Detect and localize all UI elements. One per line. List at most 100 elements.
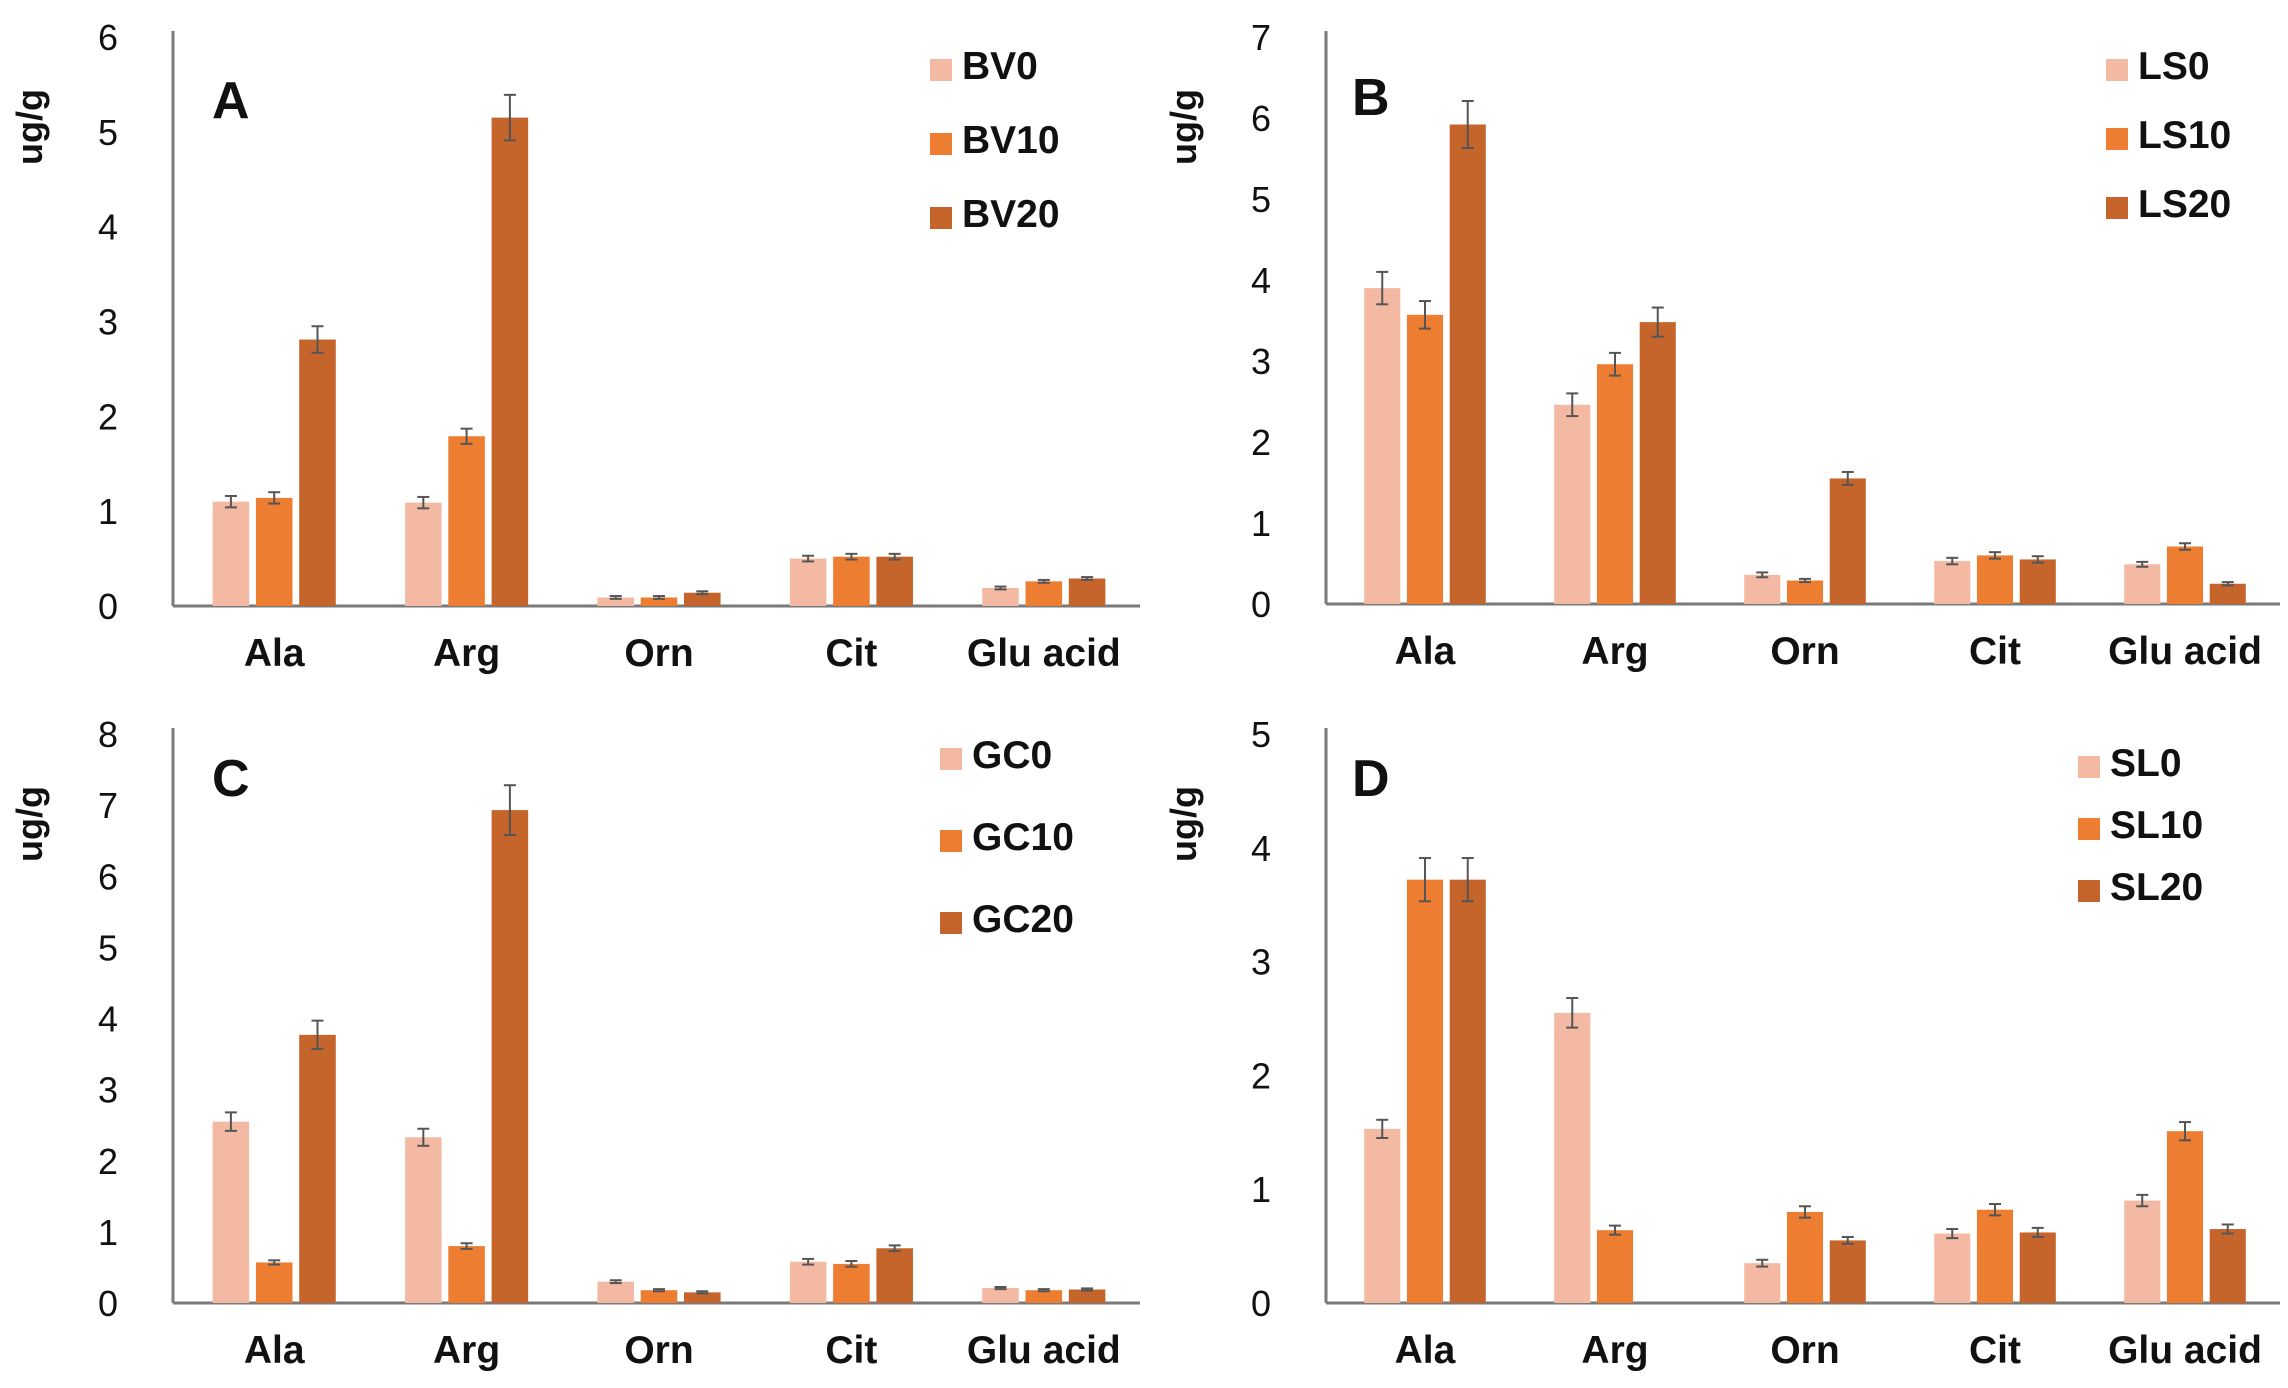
y-tick-label: 0 bbox=[98, 586, 118, 627]
bar bbox=[1068, 1289, 1106, 1303]
bar bbox=[1596, 1230, 1634, 1303]
bar bbox=[1934, 561, 1971, 604]
bar bbox=[1744, 1263, 1781, 1303]
legend-label: SL0 bbox=[2110, 742, 2182, 785]
y-tick-label: 7 bbox=[1251, 17, 1271, 58]
bar bbox=[684, 592, 721, 606]
y-tick-label: 1 bbox=[98, 1212, 118, 1253]
category-label: Ala bbox=[1395, 630, 1456, 673]
y-tick-label: 4 bbox=[1251, 260, 1271, 301]
y-axis-label: ug/g bbox=[1163, 89, 1204, 165]
bar bbox=[2124, 564, 2161, 604]
bar bbox=[2166, 546, 2204, 604]
bar bbox=[491, 810, 529, 1303]
bar bbox=[212, 501, 250, 606]
y-tick-label: 6 bbox=[98, 856, 118, 897]
bar bbox=[1639, 322, 1676, 604]
bar bbox=[1449, 879, 1486, 1303]
bar bbox=[684, 1292, 721, 1303]
legend-label: GC10 bbox=[972, 816, 1074, 859]
y-tick-label: 5 bbox=[98, 927, 118, 968]
y-tick-label: 0 bbox=[1251, 584, 1271, 625]
y-tick-label: 2 bbox=[98, 396, 118, 437]
category-label: Cit bbox=[825, 632, 877, 675]
legend-swatch bbox=[2106, 197, 2128, 219]
legend-swatch bbox=[940, 912, 962, 934]
bar bbox=[1406, 879, 1444, 1303]
category-label: Arg bbox=[433, 1329, 500, 1372]
bar bbox=[597, 1281, 634, 1303]
panel-b: 0 1 2 3 4 5 6 7 ug/g B Ala Arg Orn Cit Glu acid LS0 LS10… bbox=[1163, 17, 2280, 673]
category-label: Cit bbox=[1969, 630, 2021, 673]
y-tick-label: 2 bbox=[1251, 422, 1271, 463]
panel-letter: A bbox=[212, 72, 250, 130]
legend-swatch bbox=[2078, 818, 2100, 840]
category-label: Cit bbox=[1969, 1329, 2021, 1372]
y-tick-label: 0 bbox=[1251, 1283, 1271, 1324]
bar bbox=[1554, 1012, 1591, 1303]
legend-swatch bbox=[940, 830, 962, 852]
y-tick-label: 2 bbox=[1251, 1055, 1271, 1096]
bar bbox=[212, 1121, 250, 1303]
bar bbox=[876, 556, 913, 606]
bar bbox=[405, 1137, 442, 1303]
legend-label: LS0 bbox=[2138, 45, 2210, 88]
y-tick-label: 4 bbox=[98, 999, 118, 1040]
category-label: Orn bbox=[624, 632, 693, 675]
bar bbox=[1829, 478, 1866, 604]
y-axis-label: ug/g bbox=[9, 89, 50, 165]
legend-label: SL20 bbox=[2110, 866, 2203, 909]
panel-letter: D bbox=[1352, 750, 1390, 808]
y-tick-label: 5 bbox=[1251, 179, 1271, 220]
panel-c: 0 1 2 3 4 5 6 7 8 ug/g C Ala Arg Orn Cit Glu acid GC0 GC1… bbox=[9, 714, 1140, 1372]
bar bbox=[1829, 1240, 1866, 1303]
category-label: Arg bbox=[1581, 630, 1648, 673]
bar bbox=[255, 1262, 293, 1303]
bar bbox=[1596, 364, 1634, 604]
y-tick-label: 7 bbox=[98, 785, 118, 826]
bar bbox=[1364, 288, 1401, 604]
legend-label: LS10 bbox=[2138, 114, 2231, 157]
bar bbox=[2019, 1232, 2056, 1303]
legend-swatch bbox=[2078, 880, 2100, 902]
bar bbox=[1976, 1209, 2014, 1303]
category-label: Arg bbox=[1581, 1329, 1648, 1372]
y-tick-label: 1 bbox=[1251, 503, 1271, 544]
bar bbox=[1449, 124, 1486, 604]
legend-label: GC20 bbox=[972, 898, 1074, 941]
category-label: Glu acid bbox=[967, 1329, 1121, 1372]
legend-label: BV0 bbox=[962, 45, 1038, 88]
legend-swatch bbox=[930, 207, 952, 229]
legend-label: SL10 bbox=[2110, 804, 2203, 847]
legend-swatch bbox=[2106, 128, 2128, 150]
bar bbox=[1025, 581, 1063, 606]
category-label: Glu acid bbox=[2108, 630, 2262, 673]
category-label: Orn bbox=[1770, 1329, 1839, 1372]
bar bbox=[1786, 1211, 1824, 1303]
bar bbox=[1554, 404, 1591, 604]
y-tick-label: 1 bbox=[98, 491, 118, 532]
category-label: Orn bbox=[624, 1329, 693, 1372]
panel-letter: C bbox=[212, 750, 250, 808]
bar bbox=[789, 1261, 827, 1303]
legend-label: BV10 bbox=[962, 119, 1060, 162]
category-label: Ala bbox=[1395, 1329, 1456, 1372]
bar bbox=[2209, 583, 2246, 604]
y-tick-label: 6 bbox=[1251, 98, 1271, 139]
category-label: Ala bbox=[244, 632, 305, 675]
y-tick-label: 3 bbox=[98, 302, 118, 343]
bar bbox=[491, 117, 529, 606]
bar bbox=[833, 1263, 870, 1303]
y-tick-label: 2 bbox=[98, 1141, 118, 1182]
bar bbox=[1364, 1128, 1401, 1303]
legend-swatch bbox=[930, 133, 952, 155]
category-label: Arg bbox=[433, 632, 500, 675]
bar bbox=[1976, 555, 2014, 604]
legend-label: BV20 bbox=[962, 193, 1060, 236]
bar bbox=[1406, 314, 1444, 604]
category-label: Orn bbox=[1770, 630, 1839, 673]
category-label: Ala bbox=[244, 1329, 305, 1372]
y-tick-label: 6 bbox=[98, 17, 118, 58]
bar bbox=[448, 436, 485, 606]
